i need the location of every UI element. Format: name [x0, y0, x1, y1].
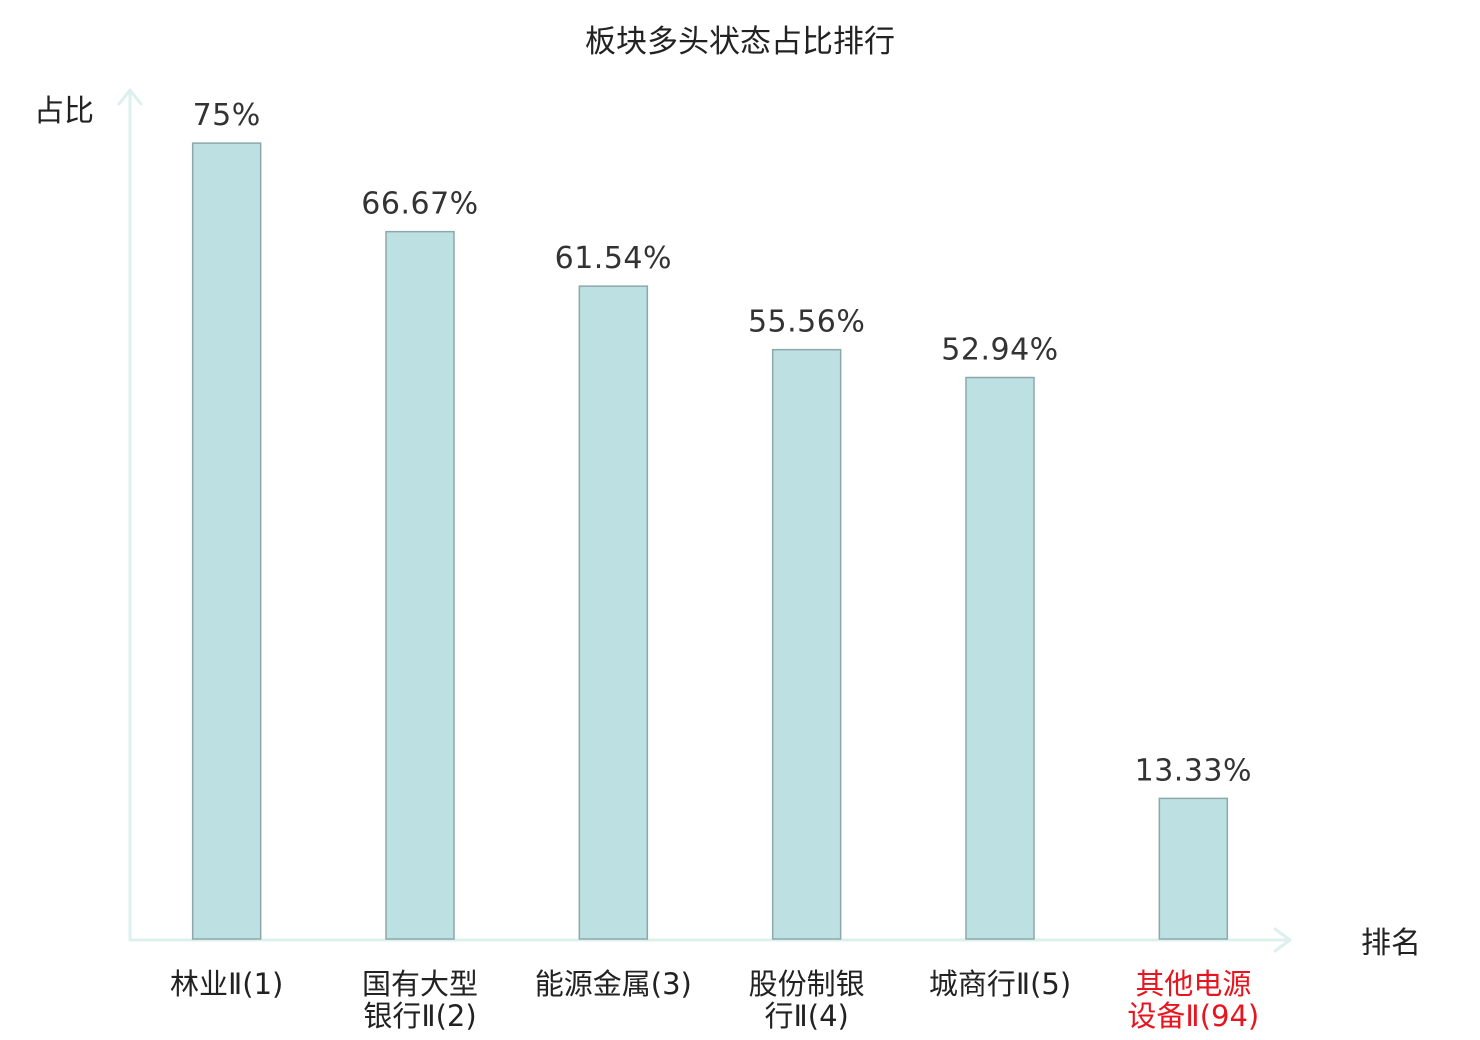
x-tick-label-line: 城商行Ⅱ(5): [929, 967, 1071, 1001]
bars: [191, 142, 1229, 940]
bar-value-label: 52.94%: [941, 333, 1058, 368]
value-labels: 75% 66.67% 61.54% 55.56% 52.94% 13.33%: [193, 98, 1252, 788]
bar-value-label: 66.67%: [361, 187, 478, 222]
x-axis-arrow-icon: [1273, 927, 1292, 953]
x-tick-label: 城商行Ⅱ(5): [929, 967, 1071, 1001]
chart-title: 板块多头状态占比排行: [585, 24, 895, 60]
bar: [771, 348, 842, 940]
bar: [191, 142, 262, 940]
x-tick-label: 其他电源设备Ⅱ(94): [1127, 967, 1259, 1033]
x-tick-label-line: 林业Ⅱ(1): [170, 967, 283, 1001]
bar: [965, 376, 1035, 940]
y-axis-arrow-icon: [117, 88, 143, 106]
x-tick-label-line: 其他电源: [1135, 967, 1251, 1001]
x-tick-labels: 林业Ⅱ(1) 国有大型银行Ⅱ(2) 能源金属(3) 股份制银行Ⅱ(4) 城商行Ⅱ(5) 其…: [170, 967, 1259, 1033]
x-tick-label-line: 股份制银: [749, 967, 865, 1001]
bar-value-label: 75%: [193, 98, 261, 133]
x-axis-label: 排名: [1361, 926, 1421, 961]
bar: [578, 285, 649, 940]
x-tick-label: 林业Ⅱ(1): [170, 967, 283, 1001]
bar-value-label: 61.54%: [555, 241, 672, 276]
bar: [1158, 797, 1229, 940]
x-tick-label-line: 国有大型: [362, 967, 478, 1001]
bar-value-label: 55.56%: [748, 305, 865, 340]
x-tick-label-line: 银行Ⅱ(2): [363, 999, 476, 1033]
x-tick-label: 股份制银行Ⅱ(4): [749, 967, 865, 1033]
y-axis-label: 占比: [34, 94, 94, 129]
x-tick-label: 国有大型银行Ⅱ(2): [362, 967, 478, 1033]
bar: [385, 230, 455, 940]
x-tick-label: 能源金属(3): [535, 967, 692, 1001]
x-tick-label-line: 能源金属(3): [535, 967, 692, 1001]
x-tick-label-line: 行Ⅱ(4): [764, 999, 848, 1033]
x-tick-label-line: 设备Ⅱ(94): [1127, 999, 1259, 1033]
axes: [117, 88, 1292, 953]
bar-value-label: 13.33%: [1135, 753, 1252, 788]
